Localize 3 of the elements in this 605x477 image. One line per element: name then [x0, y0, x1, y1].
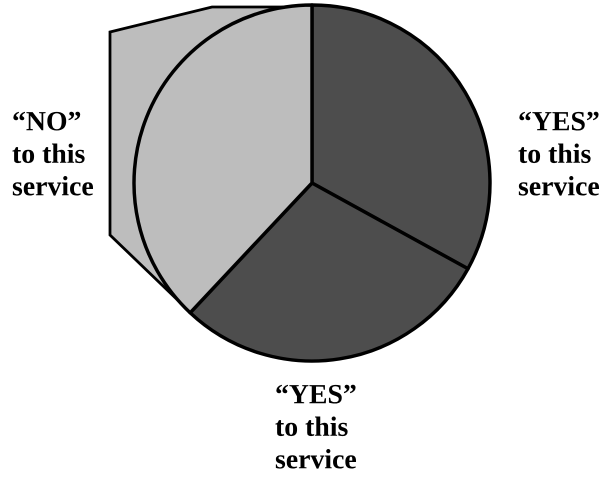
- slice-label: “YES” to this service: [275, 384, 356, 469]
- slice-label: “YES” to this service: [518, 112, 600, 196]
- slice-label: “NO” to this service: [12, 112, 94, 196]
